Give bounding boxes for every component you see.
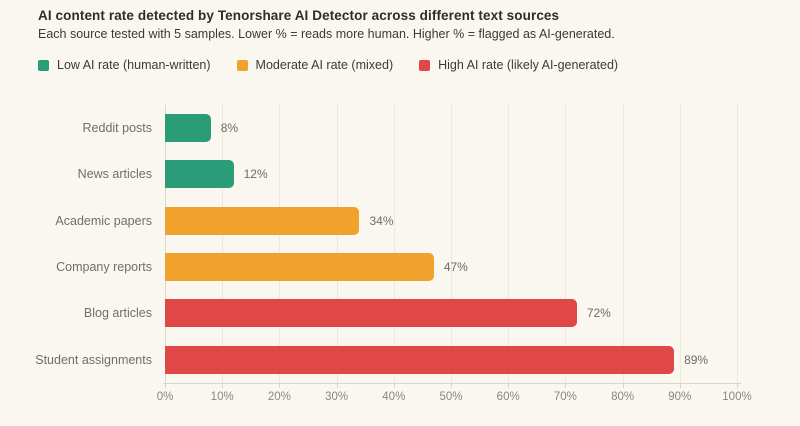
x-tick-90% xyxy=(679,384,681,388)
chart-row-blog-articles: Blog articles 72% xyxy=(0,290,737,336)
x-tick-100% xyxy=(737,384,738,388)
plot-gridlines xyxy=(165,105,738,383)
bar-student-assignments xyxy=(165,345,675,374)
gridline-60% xyxy=(508,105,510,383)
x-tick-0% xyxy=(165,384,166,388)
x-tick-70% xyxy=(565,384,567,388)
legend-item-high-ai-rate-likely-ai-generated: High AI rate (likely AI-generated) xyxy=(419,58,618,72)
gridline-50% xyxy=(451,105,452,383)
legend-swatch-icon xyxy=(236,59,248,71)
chart-row-student-assignments: Student assignments 89% xyxy=(0,337,737,383)
chart-subtitle: Each source tested with 5 samples. Lower… xyxy=(38,27,615,41)
x-tick-label-60%: 60% xyxy=(496,391,520,403)
bar-value-label: 12% xyxy=(243,167,268,182)
bar-company-reports xyxy=(165,253,434,282)
x-tick-label-10%: 10% xyxy=(210,391,234,403)
legend-swatch-icon xyxy=(38,59,49,71)
category-label: Reddit posts xyxy=(82,121,152,136)
gridline-90% xyxy=(679,105,681,383)
x-axis-labels: 0% 10% 20% 30% 40% 50% 60% 70% 80% 90% 100% xyxy=(157,391,752,405)
x-tick-label-40%: 40% xyxy=(382,391,406,403)
gridline-40% xyxy=(393,105,395,383)
gridline-80% xyxy=(622,105,624,383)
legend-item-low-ai-rate-human-written: Low AI rate (human-written) xyxy=(38,58,211,72)
bar-value-label: 8% xyxy=(220,121,239,136)
bar-track: 12% xyxy=(165,160,737,189)
legend-label: Moderate AI rate (mixed) xyxy=(255,58,394,72)
legend-swatch-icon xyxy=(419,59,431,71)
bar-reddit-posts xyxy=(165,114,211,143)
legend-item-moderate-ai-rate-mixed: Moderate AI rate (mixed) xyxy=(236,58,394,72)
gridline-0% xyxy=(165,105,166,383)
x-tick-50% xyxy=(451,384,452,388)
category-label: Academic papers xyxy=(55,213,152,228)
bar-value-label: 72% xyxy=(586,306,611,321)
bar-rows: Reddit posts 8% News articles 12% Academic p… xyxy=(0,105,737,383)
category-label: Blog articles xyxy=(83,306,152,321)
chart-row-company-reports: Company reports 47% xyxy=(0,244,737,290)
bar-value-label: 47% xyxy=(443,260,468,275)
chart-legend: Low AI rate (human-written) Moderate AI r… xyxy=(38,58,618,72)
bar-track: 8% xyxy=(165,114,737,143)
x-tick-label-90%: 90% xyxy=(668,391,692,403)
bar-academic-papers xyxy=(165,206,360,235)
bar-track: 72% xyxy=(165,299,737,328)
gridline-10% xyxy=(222,105,224,383)
legend-label: Low AI rate (human-written) xyxy=(57,58,211,72)
bar-value-label: 34% xyxy=(369,213,394,228)
category-label: Company reports xyxy=(56,260,152,275)
x-tick-30% xyxy=(336,384,338,388)
x-tick-label-70%: 70% xyxy=(553,391,577,403)
x-tick-80% xyxy=(622,384,624,388)
x-tick-60% xyxy=(508,384,510,388)
bar-track: 89% xyxy=(165,345,737,374)
chart-row-academic-papers: Academic papers 34% xyxy=(0,198,737,244)
bar-track: 47% xyxy=(165,253,737,282)
x-tick-label-0%: 0% xyxy=(156,391,174,403)
gridline-20% xyxy=(279,105,281,383)
bar-value-label: 89% xyxy=(684,352,709,367)
bar-track: 34% xyxy=(165,206,737,235)
x-tick-40% xyxy=(393,384,395,388)
x-tick-20% xyxy=(279,384,281,388)
x-tick-label-80%: 80% xyxy=(611,391,635,403)
x-axis-ticks xyxy=(165,384,738,388)
x-tick-label-50%: 50% xyxy=(439,391,463,403)
gridline-100% xyxy=(737,105,738,383)
chart-row-reddit-posts: Reddit posts 8% xyxy=(0,105,737,151)
x-tick-label-100%: 100% xyxy=(722,391,752,403)
gridline-70% xyxy=(565,105,567,383)
x-tick-label-30%: 30% xyxy=(325,391,349,403)
category-label: Student assignments xyxy=(35,352,152,367)
x-axis-line xyxy=(163,383,741,384)
chart-row-news-articles: News articles 12% xyxy=(0,151,737,197)
category-label: News articles xyxy=(77,167,152,182)
bar-blog-articles xyxy=(165,299,577,328)
legend-label: High AI rate (likely AI-generated) xyxy=(438,58,619,72)
chart-title: AI content rate detected by Tenorshare A… xyxy=(38,8,560,23)
bar-news-articles xyxy=(165,160,234,189)
x-tick-10% xyxy=(222,384,224,388)
x-tick-label-20%: 20% xyxy=(267,391,291,403)
gridline-30% xyxy=(336,105,338,383)
